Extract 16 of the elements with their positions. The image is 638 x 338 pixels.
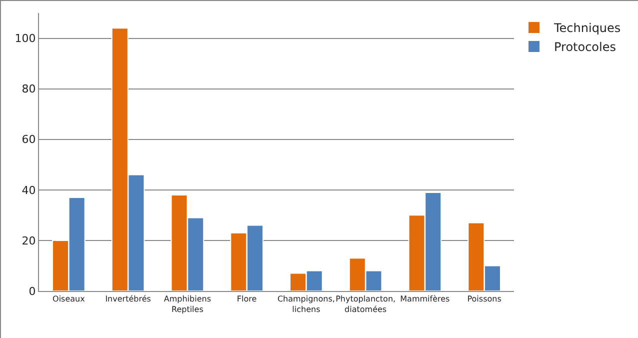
y-tick-label: 100 (14, 32, 36, 46)
y-tick-label: 40 (22, 184, 36, 197)
x-tick-label: Champignons, lichens (277, 294, 335, 314)
x-tick-label: Mammifères (400, 294, 450, 304)
y-tick-label: 60 (22, 133, 36, 146)
x-tick-label: Poissons (467, 294, 502, 304)
x-tick-label: Flore (236, 294, 257, 304)
legend-label: Protocoles (554, 40, 616, 54)
x-tick-label: Oiseaux (52, 294, 86, 304)
x-tick-label: Amphibiens Reptiles (164, 294, 211, 314)
legend-label: Techniques (553, 21, 621, 36)
y-tick-label: 0 (28, 284, 36, 298)
x-tick-label: Invertébrés (105, 294, 151, 304)
x-tick-label: Phytoplancton, diatomées (336, 294, 396, 314)
y-tick-label: 80 (22, 82, 36, 96)
y-tick-label: 20 (22, 234, 36, 248)
